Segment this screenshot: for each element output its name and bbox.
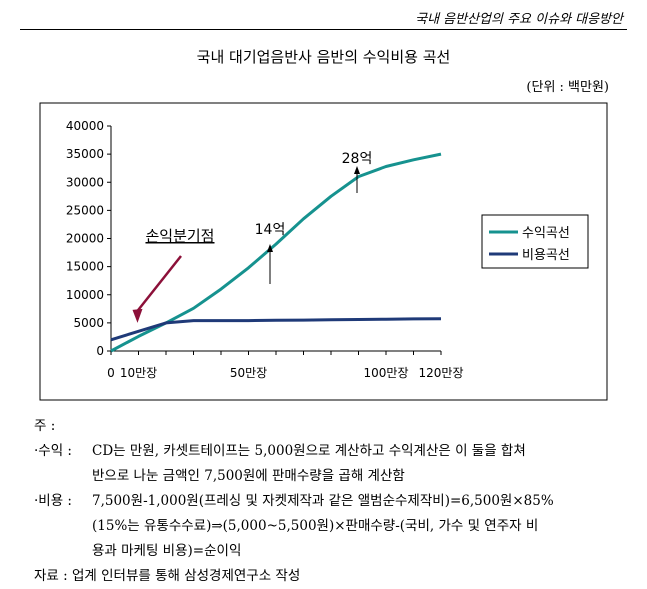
- y-tick-label: 25000: [66, 203, 104, 217]
- header-rule: [20, 29, 627, 30]
- cost-note-line2: (15%는 유통수수료)⇒(5,000~5,500원)×판매수량-(국비, 가수…: [92, 518, 539, 534]
- x-tick-label: 50만장: [230, 366, 267, 380]
- notes-section: 주 : ·수익 : CD는 만원, 카셋트테이프는 5,000원으로 계산하고 …: [34, 414, 634, 589]
- axes: 0 5000 10000 15000 20000 25000 30000 35000 40000…: [66, 119, 464, 380]
- x-tick-label: 100만장: [364, 366, 409, 380]
- chart: 0 5000 10000 15000 20000 25000 30000 35000 40000…: [39, 102, 608, 401]
- x-tick-label: 120만장: [419, 366, 464, 380]
- y-tick-label: 30000: [66, 175, 104, 189]
- break-even-arrow: [136, 255, 182, 312]
- annotation-layer: 손익분기점 14억 28억: [132, 151, 373, 323]
- notes-label: 주 :: [34, 418, 56, 434]
- source-note: 자료 : 업계 인터뷰를 통해 삼성경제연구소 작성: [34, 568, 301, 584]
- revenue-note-head: ·수익 :: [34, 443, 72, 459]
- annotation-14: 14억: [255, 222, 286, 238]
- break-even-label: 손익분기점: [145, 227, 214, 245]
- x-tick-label: 10만장: [120, 366, 157, 380]
- legend-box: [481, 214, 589, 269]
- y-tick-label: 5000: [73, 316, 104, 330]
- annotation-28: 28억: [342, 151, 373, 167]
- cost-note-line1: 7,500원-1,000원(프레싱 및 자켓제작과 같은 앨범순수제작비)=6,…: [92, 493, 554, 509]
- break-even-arrowhead: [132, 308, 143, 323]
- series-layer: [110, 152, 442, 353]
- unit-label: (단위 : 백만원): [526, 80, 609, 95]
- annotation-14-arrowhead: [267, 244, 273, 252]
- cost-note-head: ·비용 :: [34, 493, 72, 509]
- cost-curve: [110, 317, 442, 342]
- y-tick-label: 40000: [66, 119, 104, 133]
- cost-note-line3: 용과 마케팅 비용)=순이익: [92, 543, 242, 559]
- annotation-28-arrowhead: [354, 166, 360, 174]
- legend-label: 수익곡선: [522, 226, 570, 241]
- revenue-note-line1: CD는 만원, 카셋트테이프는 5,000원으로 계산하고 수익계산은 이 둘을…: [92, 443, 526, 459]
- x-tick-label: 0: [107, 366, 115, 380]
- y-tick-label: 15000: [66, 260, 104, 274]
- y-tick-label: 20000: [66, 232, 104, 246]
- legend-label: 비용곡선: [522, 248, 570, 263]
- revenue-note-line2: 반으로 나눈 금액인 7,500원에 판매수량을 곱해 계산함: [92, 468, 405, 484]
- report-header-title: 국내 음반산업의 주요 이슈와 대응방안: [415, 12, 623, 27]
- y-tick-label: 35000: [66, 147, 104, 161]
- y-tick-label: 0: [96, 344, 104, 358]
- y-tick-label: 10000: [66, 288, 104, 302]
- chart-title: 국내 대기업음반사 음반의 수익비용 곡선: [196, 48, 451, 66]
